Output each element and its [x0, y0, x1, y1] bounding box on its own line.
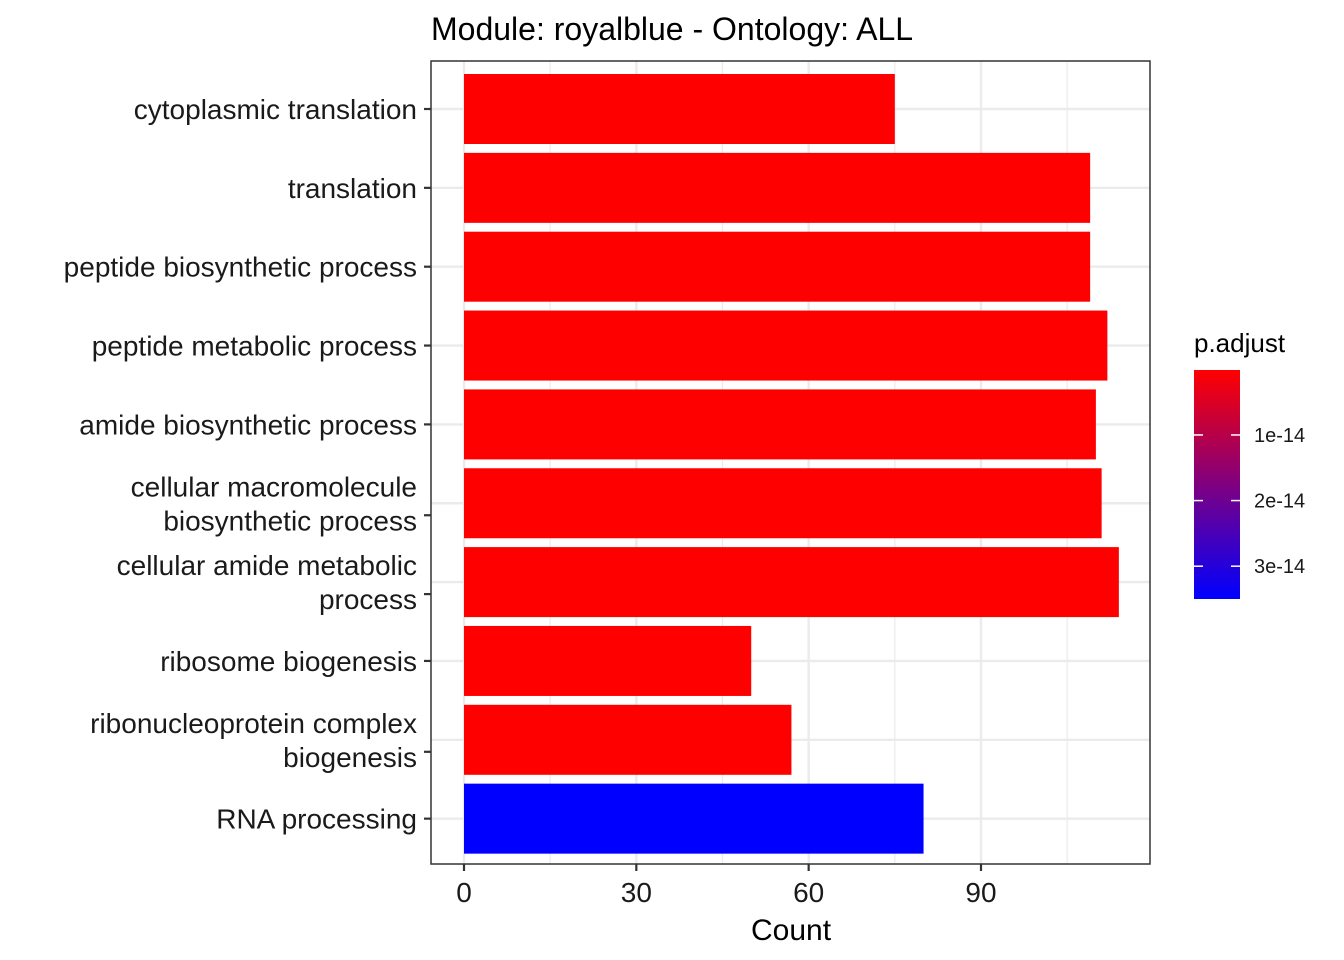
y-tick-label: ribonucleoprotein complex biogenesis	[90, 708, 417, 773]
p-adjust-legend: p.adjust 1e-14 2e-14 3e-14	[1194, 328, 1305, 599]
bar	[464, 783, 924, 854]
bar	[464, 389, 1096, 460]
bar	[464, 74, 895, 144]
y-tick-label: ribosome biogenesis	[160, 646, 417, 677]
legend-color-bar	[1194, 370, 1240, 599]
x-tick-label: 0	[456, 877, 472, 908]
bar	[464, 547, 1119, 618]
legend-tick-label: 2e-14	[1254, 491, 1305, 513]
chart-title: Module: royalblue - Ontology: ALL	[431, 11, 913, 47]
x-tick-label: 60	[793, 877, 824, 908]
x-axis: 0 30 60 90	[456, 864, 997, 908]
legend-tick-label: 3e-14	[1254, 556, 1305, 578]
bar	[464, 152, 1091, 223]
x-tick-label: 30	[621, 877, 652, 908]
plot-panel	[430, 60, 1151, 865]
y-tick-label: RNA processing	[216, 804, 417, 835]
y-tick-label: peptide biosynthetic process	[64, 252, 417, 283]
panel-border	[430, 60, 1151, 865]
x-axis-label: Count	[751, 914, 832, 947]
bar	[464, 310, 1108, 381]
y-tick-label: amide biosynthetic process	[79, 409, 417, 440]
bar	[464, 625, 752, 696]
y-axis: cytoplasmic translation translation peptid…	[64, 94, 431, 835]
bar	[464, 231, 1091, 302]
y-tick-label: cytoplasmic translation	[134, 94, 417, 125]
legend-title: p.adjust	[1194, 328, 1286, 358]
y-tick-label: translation	[288, 173, 417, 204]
x-tick-label: 90	[965, 877, 996, 908]
y-tick-label: peptide metabolic process	[92, 331, 417, 362]
y-tick-label: cellular macromolecule biosynthetic proce…	[131, 471, 417, 536]
bar	[464, 468, 1102, 539]
legend-tick-label: 1e-14	[1254, 425, 1305, 447]
y-tick-label: cellular amide metabolic process	[117, 550, 417, 615]
bar	[464, 704, 792, 775]
